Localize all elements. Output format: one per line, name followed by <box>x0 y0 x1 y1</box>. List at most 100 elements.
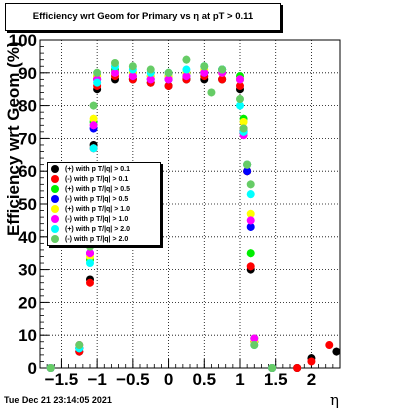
data-point <box>293 364 302 372</box>
legend-marker <box>51 175 59 183</box>
data-point <box>182 65 191 74</box>
data-point <box>246 262 255 271</box>
data-point <box>86 249 94 258</box>
y-tick-label: 10 <box>18 326 37 345</box>
data-point <box>243 160 252 169</box>
data-point <box>164 81 173 90</box>
data-point <box>46 364 55 372</box>
data-point <box>236 81 244 90</box>
chart-title: Efficiency wrt Geom for Primary vs η at … <box>32 11 254 22</box>
y-tick-label: 0 <box>28 359 37 378</box>
data-point <box>246 209 255 218</box>
legend-item: (+) with p T/|q| > 0.1 <box>51 164 130 174</box>
y-tick-label: 90 <box>18 64 37 83</box>
y-tick-label: 40 <box>18 228 37 247</box>
data-point <box>146 65 155 74</box>
data-point <box>182 55 191 64</box>
data-point <box>236 75 244 84</box>
legend-item: (-) with p T/|q| > 0.1 <box>51 174 128 184</box>
data-point <box>236 95 244 104</box>
y-tick-label: 60 <box>18 162 37 181</box>
legend-item: (+) with p T/|q| > 2.0 <box>51 224 130 234</box>
x-tick-label: −1.5 <box>45 370 79 389</box>
data-point <box>246 222 255 231</box>
data-point <box>200 62 209 71</box>
data-point <box>246 216 255 225</box>
data-point <box>332 347 341 356</box>
data-point <box>218 75 227 84</box>
data-point <box>250 334 259 343</box>
legend-marker <box>51 215 59 223</box>
data-point <box>246 249 255 258</box>
data-point <box>250 341 259 350</box>
data-point <box>86 259 94 268</box>
data-point <box>182 72 191 81</box>
y-tick-label: 20 <box>18 293 37 312</box>
legend-label: (+) with p T/|q| > 1.0 <box>65 205 130 213</box>
y-tick-label: 100 <box>9 31 37 50</box>
y-tick-label: 50 <box>18 195 37 214</box>
x-tick-label: 1.5 <box>264 370 288 389</box>
legend-marker <box>51 205 59 213</box>
data-point <box>325 341 334 350</box>
data-point <box>93 68 102 77</box>
chart-title-box: Efficiency wrt Geom for Primary vs η at … <box>5 3 281 31</box>
y-tick-label: 80 <box>18 97 37 116</box>
data-point <box>307 357 316 366</box>
data-point <box>89 101 98 110</box>
data-point <box>128 72 137 81</box>
x-tick-label: 2 <box>307 370 316 389</box>
data-point <box>75 341 84 350</box>
data-point <box>207 88 216 97</box>
legend-label: (-) with p T/|q| > 0.5 <box>65 195 129 203</box>
legend-marker <box>51 195 59 203</box>
legend-label: (+) with p T/|q| > 0.5 <box>65 185 130 193</box>
data-point <box>200 68 209 77</box>
data-point <box>86 278 94 287</box>
datestamp: Tue Dec 21 23:14:05 2021 <box>4 395 112 405</box>
data-point <box>111 58 119 67</box>
legend-item: (-) with p T/|q| > 0.5 <box>51 194 128 204</box>
legend-item: (+) with p T/|q| > 1.0 <box>51 204 130 214</box>
data-point <box>89 121 98 130</box>
data-point <box>164 75 173 84</box>
data-point <box>93 78 102 87</box>
data-point <box>128 62 137 71</box>
legend-item: (-) with p T/|q| > 1.0 <box>51 214 128 224</box>
data-point <box>236 101 244 110</box>
y-tick-label: 70 <box>18 129 37 148</box>
legend-label: (+) with p T/|q| > 2.0 <box>65 225 130 233</box>
data-point <box>243 167 252 176</box>
data-point <box>239 124 248 133</box>
x-tick-label: −1 <box>87 370 106 389</box>
data-point <box>89 144 98 153</box>
y-tick-label: 30 <box>18 261 37 280</box>
x-tick-label: 0 <box>164 370 173 389</box>
legend-marker <box>51 165 59 173</box>
legend-item: (+) with p T/|q| > 0.5 <box>51 184 130 194</box>
legend-label: (-) with p T/|q| > 2.0 <box>65 235 129 243</box>
x-tick-label: 1 <box>235 370 244 389</box>
legend-marker <box>51 185 59 193</box>
data-point <box>111 68 119 77</box>
legend-marker <box>51 235 59 243</box>
x-tick-label: 0.5 <box>192 370 216 389</box>
data-point <box>146 75 155 84</box>
data-point <box>268 364 277 372</box>
data-point <box>89 114 98 123</box>
y-axis-label: Efficiency wrt Geom (%) <box>4 41 23 236</box>
legend-label: (-) with p T/|q| > 0.1 <box>65 175 129 183</box>
legend-label: (-) with p T/|q| > 1.0 <box>65 215 129 223</box>
x-axis-label: η <box>330 391 339 409</box>
legend-label: (+) with p T/|q| > 0.1 <box>65 165 130 173</box>
data-point <box>246 190 255 199</box>
legend-marker <box>51 225 59 233</box>
data-point <box>239 118 248 126</box>
legend-item: (-) with p T/|q| > 2.0 <box>51 234 128 244</box>
data-point <box>164 68 173 77</box>
legend: (+) with p T/|q| > 0.1 (-) with p T/|q| … <box>47 162 161 246</box>
data-point <box>218 65 227 74</box>
x-tick-label: −0.5 <box>116 370 150 389</box>
data-point <box>246 180 255 189</box>
